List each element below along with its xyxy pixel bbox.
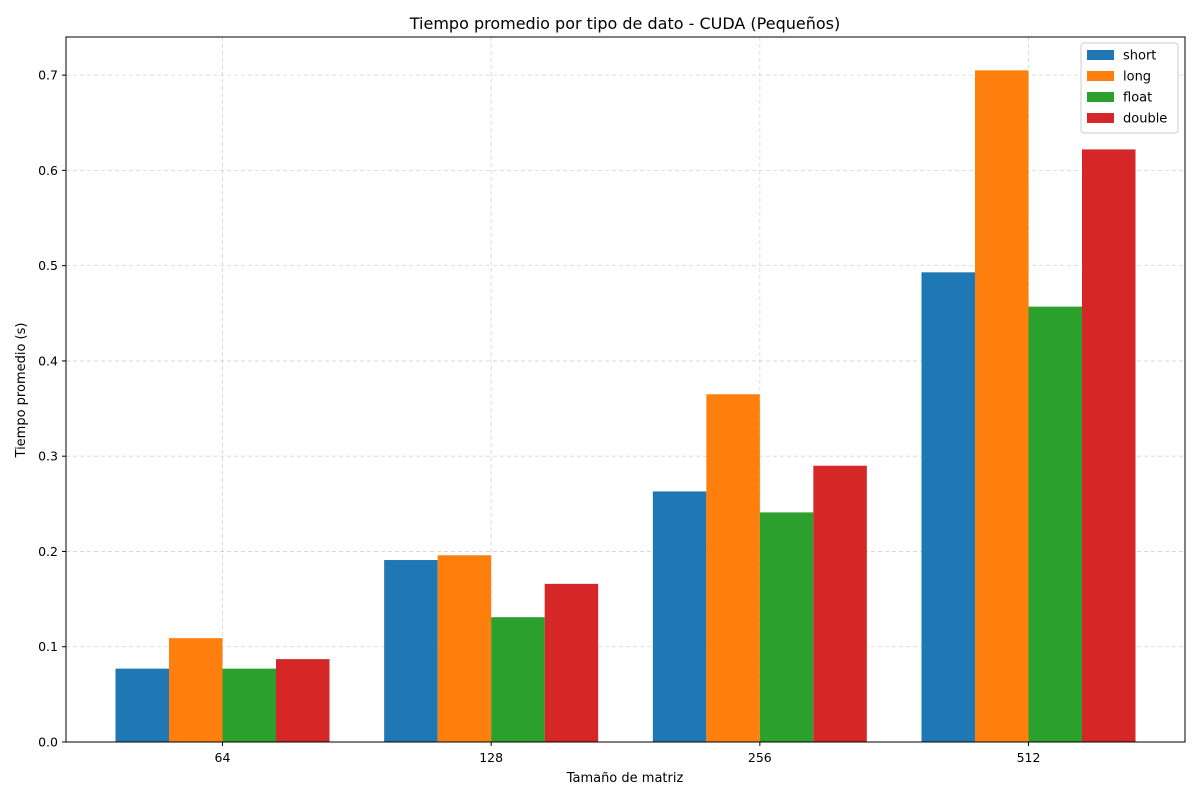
legend-label-short: short — [1123, 49, 1156, 64]
chart-title: Tiempo promedio por tipo de dato - CUDA … — [409, 14, 840, 33]
legend-label-float: float — [1123, 91, 1152, 106]
y-tick-label: 0.1 — [38, 639, 58, 654]
bar-double-256 — [813, 465, 867, 742]
x-tick-label: 128 — [479, 750, 503, 765]
bar-long-256 — [706, 394, 760, 742]
legend-swatch-long — [1087, 71, 1114, 81]
bar-float-64 — [222, 668, 276, 742]
bar-short-512 — [921, 272, 976, 742]
x-axis-label: Tamaño de matriz — [566, 771, 684, 786]
bar-float-256 — [759, 512, 814, 742]
y-axis-label: Tiempo promedio (s) — [14, 323, 29, 459]
legend: short long float double — [1080, 42, 1179, 134]
y-tick-label: 0.3 — [38, 449, 58, 464]
legend-label-double: double — [1123, 112, 1167, 127]
bar-short-128 — [384, 560, 438, 742]
plot-frame — [65, 36, 1186, 743]
bar-double-128 — [544, 583, 599, 742]
y-axis: 0.0 0.1 0.2 0.3 0.4 0.5 0.6 0.7 — [38, 68, 66, 750]
bar-short-64 — [115, 668, 169, 742]
x-tick-label: 512 — [1017, 750, 1041, 765]
bar-float-512 — [1028, 306, 1083, 742]
bar-float-128 — [491, 617, 545, 742]
bar-long-64 — [168, 638, 223, 742]
bar-double-64 — [275, 659, 330, 742]
bar-long-128 — [437, 555, 492, 742]
legend-swatch-short — [1087, 50, 1114, 60]
y-tick-label: 0.7 — [38, 68, 58, 83]
bar-short-256 — [652, 491, 707, 742]
legend-swatch-double — [1087, 113, 1114, 123]
y-tick-label: 0.5 — [38, 258, 58, 273]
y-tick-label: 0.6 — [38, 163, 58, 178]
y-tick-label: 0.4 — [38, 353, 58, 368]
legend-box — [1080, 42, 1179, 134]
bar-long-512 — [975, 70, 1029, 742]
y-tick-label: 0.2 — [38, 544, 58, 559]
legend-swatch-float — [1087, 92, 1114, 102]
x-tick-label: 64 — [215, 750, 231, 765]
y-tick-label: 0.0 — [38, 735, 58, 750]
x-tick-label: 256 — [748, 750, 772, 765]
bars — [115, 70, 1136, 742]
x-axis: 64 128 256 512 — [215, 742, 1041, 765]
legend-label-long: long — [1123, 70, 1151, 85]
bar-double-512 — [1082, 149, 1136, 742]
